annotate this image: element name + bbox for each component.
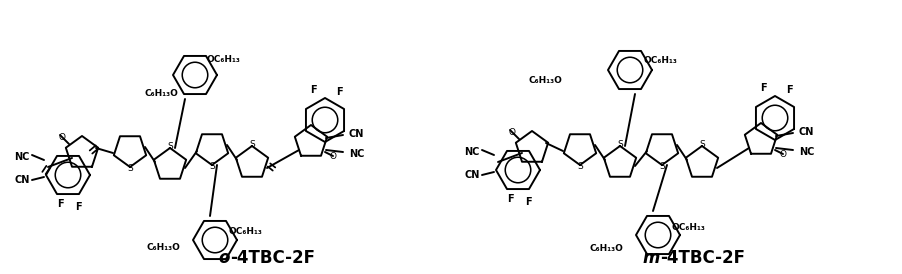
Text: CN: CN <box>348 129 364 139</box>
Text: O: O <box>59 133 66 141</box>
Text: F: F <box>524 197 530 207</box>
Text: o: o <box>218 249 230 267</box>
Text: S: S <box>127 164 133 173</box>
Text: OC₆H₁₃: OC₆H₁₃ <box>671 222 705 232</box>
Text: F: F <box>336 87 342 97</box>
Text: C₆H₁₃O: C₆H₁₃O <box>147 244 180 253</box>
Text: C₆H₁₃O: C₆H₁₃O <box>145 89 179 98</box>
Text: S: S <box>698 140 704 149</box>
Text: F: F <box>759 83 766 93</box>
Text: S: S <box>209 162 215 171</box>
Text: S: S <box>167 142 172 151</box>
Text: NC: NC <box>348 149 364 159</box>
Text: CN: CN <box>465 170 480 180</box>
Text: CN: CN <box>798 127 814 137</box>
Text: CN: CN <box>14 175 30 185</box>
Text: F: F <box>785 85 791 95</box>
Text: -4TBC-2F: -4TBC-2F <box>659 249 744 267</box>
Text: F: F <box>57 199 63 209</box>
Text: F: F <box>309 85 316 95</box>
Text: NC: NC <box>14 152 30 162</box>
Text: m: m <box>642 249 659 267</box>
Text: OC₆H₁₃: OC₆H₁₃ <box>207 55 241 64</box>
Text: -4TBC-2F: -4TBC-2F <box>230 249 315 267</box>
Text: NC: NC <box>798 147 814 157</box>
Text: S: S <box>249 140 254 149</box>
Text: OC₆H₁₃: OC₆H₁₃ <box>643 56 677 64</box>
Text: OC₆H₁₃: OC₆H₁₃ <box>229 227 262 236</box>
Text: O: O <box>778 150 786 158</box>
Text: C₆H₁₃O: C₆H₁₃O <box>589 244 623 253</box>
Text: NC: NC <box>465 147 480 157</box>
Text: S: S <box>576 162 582 171</box>
Text: S: S <box>658 162 664 171</box>
Text: F: F <box>75 202 81 212</box>
Text: C₆H₁₃O: C₆H₁₃O <box>528 76 561 84</box>
Text: F: F <box>506 194 512 204</box>
Text: O: O <box>508 127 515 136</box>
Text: S: S <box>616 140 622 149</box>
Text: O: O <box>329 152 336 161</box>
